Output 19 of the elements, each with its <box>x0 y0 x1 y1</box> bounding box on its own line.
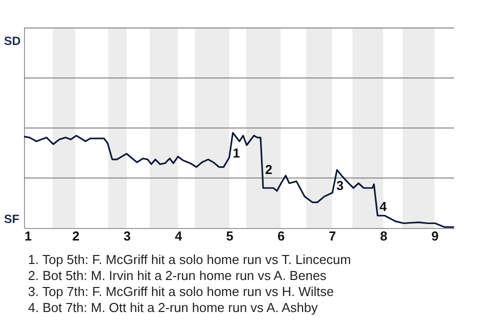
x-tick-label: 2 <box>72 228 80 244</box>
text: 1. Top 5th: F. McGriff hit a solo home run vs T. Lincecum <box>28 252 352 268</box>
annotation: 2 <box>265 162 272 177</box>
annotation: 3 <box>336 178 344 194</box>
x-tick-label: 4 <box>174 228 183 244</box>
annotation: 1 <box>232 146 240 161</box>
annotation: 4 <box>380 199 388 214</box>
x-tick-label: 8 <box>380 228 388 244</box>
text: 4. Bot 7th: M. Ott hit a 2-run home run vs A. Ashby <box>28 300 319 316</box>
x-tick-label: 7 <box>328 228 336 244</box>
x-tick-label: 1 <box>24 228 32 244</box>
text: 3. Top 7th: F. McGriff hit a solo home run vs H. Wiltse <box>28 284 335 300</box>
text: SF <box>4 212 20 226</box>
x-tick-label: 6 <box>277 228 285 244</box>
x-tick-label: 3 <box>124 228 131 244</box>
text: SD <box>4 34 21 48</box>
text: 2. Bot 5th: M. Irvin hit a 2-run home run vs A. Benes <box>28 268 328 284</box>
x-tick-label: 9 <box>431 228 439 244</box>
x-tick-label: 5 <box>226 228 234 244</box>
